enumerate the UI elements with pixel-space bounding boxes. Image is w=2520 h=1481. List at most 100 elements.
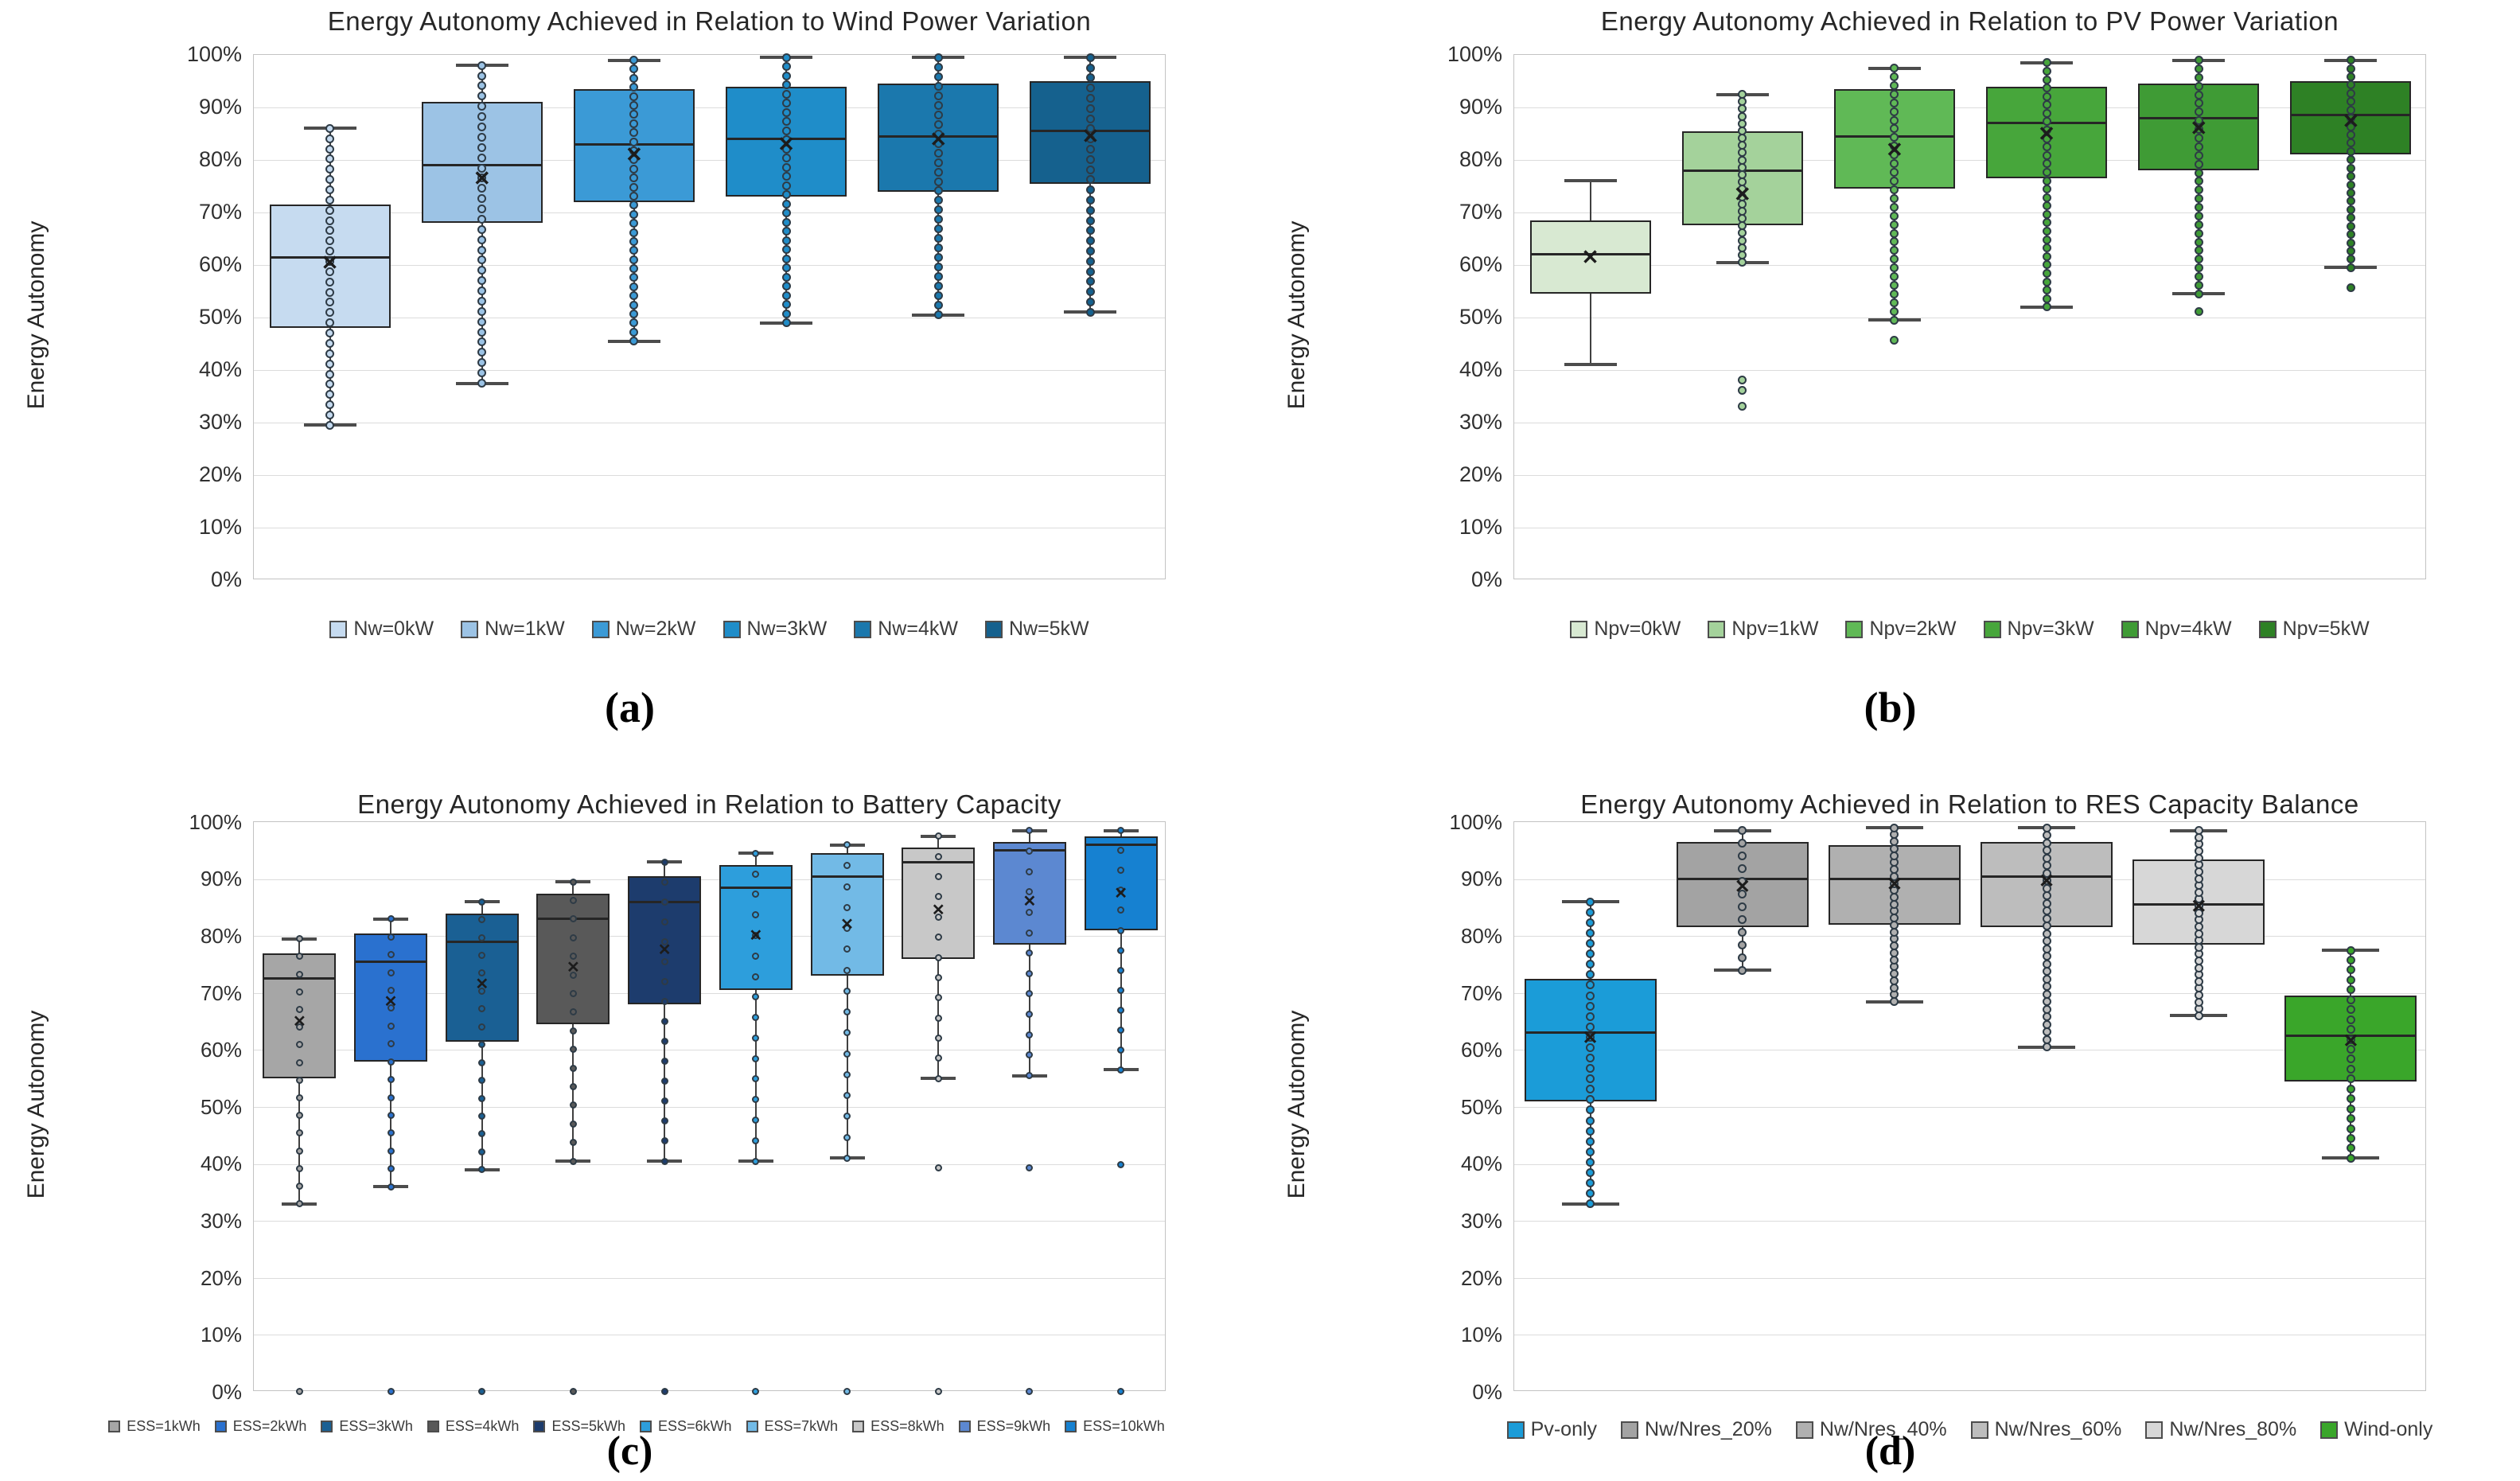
legend-label: Nw=2kW <box>615 618 696 640</box>
outlier-point <box>934 1163 942 1171</box>
data-point <box>843 987 851 995</box>
mean-marker: ✕ <box>931 901 945 919</box>
data-point <box>1085 287 1095 297</box>
data-point <box>1026 1031 1034 1039</box>
outlier-point <box>660 1387 668 1395</box>
legend-item: Npv=1kW <box>1708 618 1818 641</box>
data-point <box>1890 237 1899 247</box>
mean-marker: ✕ <box>384 992 398 1011</box>
data-point <box>2194 99 2203 108</box>
data-point <box>2194 272 2203 282</box>
data-point <box>569 1046 577 1054</box>
data-point <box>295 1112 303 1120</box>
data-point <box>843 883 851 891</box>
data-point <box>2042 997 2051 1007</box>
data-point <box>781 126 791 135</box>
data-point <box>752 1014 760 1022</box>
data-point <box>1586 980 1595 990</box>
data-point <box>325 257 335 267</box>
data-point <box>1890 115 1899 125</box>
gridline <box>1514 879 2425 880</box>
gridline <box>254 475 1165 476</box>
legend-swatch <box>854 620 872 638</box>
data-point <box>629 273 639 283</box>
legend-label: Nw/Nres_40% <box>1819 1418 1947 1440</box>
legend-label: ESS=2kWh <box>232 1418 307 1434</box>
data-point <box>387 1093 395 1101</box>
data-point <box>477 132 487 142</box>
data-point <box>2346 221 2355 231</box>
data-point <box>2042 126 2051 135</box>
data-point <box>781 99 791 108</box>
data-point <box>629 173 639 183</box>
mean-marker: ✕ <box>1886 137 1903 162</box>
data-point <box>933 224 943 234</box>
legend-label: ESS=4kWh <box>445 1418 520 1434</box>
data-point <box>295 935 303 943</box>
legend-label: ESS=9kWh <box>976 1418 1051 1434</box>
data-point <box>1586 907 1595 917</box>
data-point <box>1586 1011 1595 1021</box>
whisker-cap <box>1564 363 1617 367</box>
data-point <box>1890 80 1899 90</box>
data-point <box>752 1034 760 1042</box>
data-point <box>781 263 791 273</box>
data-point <box>629 128 639 138</box>
data-point <box>781 154 791 163</box>
data-point <box>2346 956 2355 965</box>
data-point <box>1890 107 1899 116</box>
data-point <box>2042 286 2051 295</box>
mean-marker: ✕ <box>749 927 763 945</box>
data-point <box>1586 1157 1595 1167</box>
data-point <box>2042 167 2051 177</box>
data-point <box>1890 228 1899 238</box>
data-point <box>2346 985 2355 995</box>
data-point <box>660 878 668 886</box>
data-point <box>1738 839 1747 848</box>
data-point <box>1890 272 1899 282</box>
legend-label: Npv=3kW <box>2007 618 2094 640</box>
data-point <box>1890 159 1899 169</box>
legend-item: Nw/Nres_20% <box>1621 1418 1772 1441</box>
legend-label: Npv=4kW <box>2144 618 2232 640</box>
data-point <box>1586 991 1595 1000</box>
mean-marker: ✕ <box>2038 122 2055 146</box>
data-point <box>387 1040 395 1048</box>
plot-area: ✕ ✕ ✕ ✕ ✕ ✕ <box>1513 54 2426 579</box>
data-point <box>2042 1027 2051 1037</box>
data-point <box>933 205 943 215</box>
y-tick-label: 30% <box>1459 410 1502 435</box>
y-tick-label: 70% <box>1460 980 1502 1005</box>
data-point <box>629 337 639 346</box>
data-point <box>2346 64 2355 73</box>
y-tick-label: 80% <box>200 923 242 948</box>
data-point <box>1738 826 1747 836</box>
data-point <box>295 1006 303 1014</box>
data-point <box>2194 81 2203 91</box>
data-point <box>629 282 639 291</box>
data-point <box>934 1014 942 1022</box>
data-point <box>934 1054 942 1062</box>
data-point <box>477 317 487 326</box>
data-point <box>2042 1004 2051 1014</box>
data-point <box>1026 969 1034 977</box>
data-point <box>2042 117 2051 127</box>
y-tick-label: 100% <box>186 42 242 67</box>
data-point <box>477 205 487 214</box>
data-point <box>325 318 335 328</box>
data-point <box>1085 94 1095 103</box>
legend-item: Nw=2kW <box>591 618 696 641</box>
outlier-point <box>1026 1387 1034 1395</box>
data-point <box>2346 1074 2355 1084</box>
data-point <box>1026 1051 1034 1059</box>
data-point <box>325 277 335 286</box>
data-point <box>569 1157 577 1165</box>
data-point <box>1586 1189 1595 1198</box>
data-point <box>477 71 487 80</box>
data-point <box>752 1157 760 1165</box>
y-tick-label: 60% <box>198 252 242 277</box>
data-point <box>477 112 487 122</box>
data-point <box>660 1137 668 1145</box>
data-point <box>2042 838 2051 848</box>
data-point <box>387 951 395 959</box>
